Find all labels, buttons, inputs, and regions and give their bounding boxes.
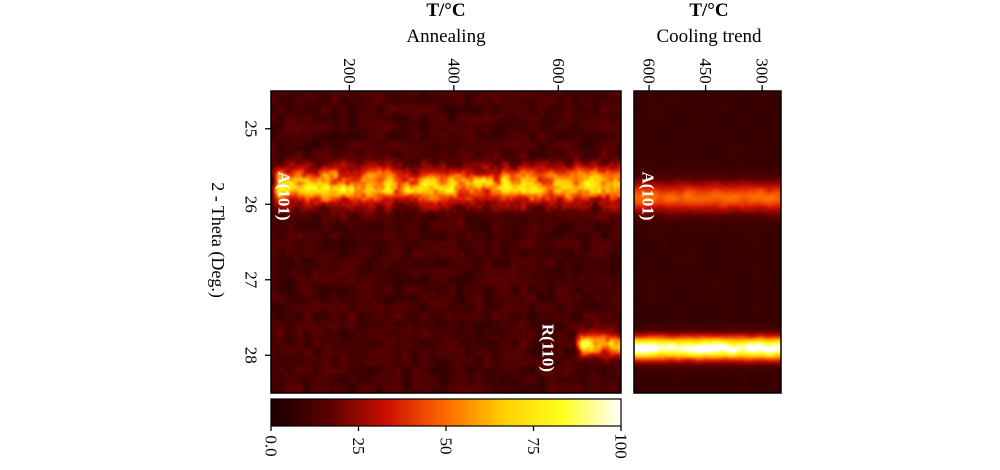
cooling-x-tick-label: 450 — [696, 58, 715, 84]
colorbar — [270, 398, 622, 427]
cooling-title: T/°C — [689, 0, 728, 21]
annealing-heatmap — [271, 91, 621, 393]
annealing-subtitle: Annealing — [406, 26, 486, 47]
y-tick-label: 26 — [242, 196, 261, 213]
y-tick-label: 25 — [242, 120, 261, 137]
cooling-x-tick-label: 300 — [753, 58, 772, 84]
annealing-title: T/°C — [426, 0, 465, 21]
annealing-x-tick-label: 400 — [444, 58, 463, 84]
peak-label-a101-cooling: A(101) — [639, 171, 658, 220]
cooling-heatmap — [634, 91, 781, 393]
peak-label-a101-annealing: A(101) — [275, 171, 294, 220]
peak-label-r110-annealing: R(110) — [539, 324, 558, 372]
cooling-x-tick-label: 600 — [640, 58, 659, 84]
colorbar-tick-label: 75 — [524, 438, 543, 455]
colorbar-tick-label: 0.0 — [262, 435, 281, 456]
cooling-frame — [633, 90, 782, 394]
annealing-x-tick-label: 600 — [549, 58, 568, 84]
y-axis-label: 2 - Theta (Deg.) — [207, 182, 228, 298]
cooling-subtitle: Cooling trend — [656, 26, 762, 47]
annealing-frame — [270, 90, 622, 394]
colorbar-tick-label: 100 — [612, 433, 631, 459]
y-tick-label: 27 — [242, 271, 261, 289]
colorbar-tick-label: 25 — [349, 438, 368, 455]
colorbar-tick-label: 50 — [437, 438, 456, 455]
y-tick-label: 28 — [242, 347, 261, 364]
annealing-x-tick-label: 200 — [340, 58, 359, 84]
